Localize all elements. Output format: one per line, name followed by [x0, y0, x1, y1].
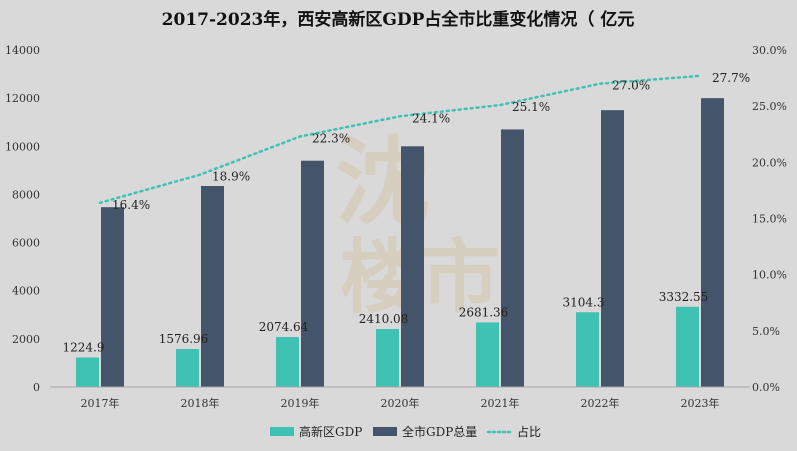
- left-tick-label: 10000: [5, 140, 40, 153]
- x-tick-label: 2017年: [81, 396, 120, 410]
- bar-gaoxin-gdp: [376, 328, 399, 387]
- left-tick-label: 0: [33, 381, 40, 394]
- x-tick-label: 2022年: [581, 396, 620, 410]
- bar-gaoxin-gdp: [176, 349, 199, 387]
- left-tick-label: 12000: [5, 92, 40, 105]
- x-tick-label: 2021年: [481, 396, 520, 410]
- bar-gaoxin-gdp: [76, 357, 99, 387]
- legend-label-ratio: 占比: [517, 424, 541, 439]
- legend: 高新区GDP 全市GDP总量 占比: [270, 424, 541, 439]
- ratio-data-label: 25.1%: [512, 100, 550, 114]
- right-tick-label: 30.0%: [752, 44, 787, 57]
- ratio-data-label: 16.4%: [112, 198, 150, 212]
- right-y-axis: 0.0% 5.0% 10.0% 15.0% 20.0% 25.0% 30.0%: [752, 44, 787, 394]
- x-tick-label: 2018年: [181, 396, 220, 410]
- x-tick-label: 2019年: [281, 396, 320, 410]
- bar-data-label: 3104.3: [563, 295, 605, 309]
- bar-gaoxin-gdp: [576, 312, 599, 387]
- left-tick-label: 14000: [5, 44, 40, 57]
- legend-swatch-gaoxin: [270, 427, 294, 436]
- bar-city-gdp: [101, 207, 124, 387]
- legend-swatch-city: [373, 427, 397, 436]
- legend-label-city: 全市GDP总量: [402, 424, 477, 439]
- bar-gaoxin-gdp: [476, 322, 499, 387]
- bars: 1224.9 1576.96 2074.64 2410.08 2681.36 3104.3…: [63, 98, 724, 388]
- ratio-data-label: 22.3%: [312, 131, 350, 145]
- bar-city-gdp: [601, 110, 624, 387]
- bar-data-label: 3332.55: [659, 290, 709, 304]
- right-tick-label: 0.0%: [752, 381, 780, 394]
- ratio-line-path: [98, 74, 702, 205]
- x-tick-label: 2023年: [681, 396, 720, 410]
- left-y-axis: 0 2000 4000 6000 8000 10000 12000 14000: [5, 44, 40, 394]
- ratio-line: 16.4% 18.9% 22.3% 24.1% 25.1% 27.0% 27.7%: [98, 71, 750, 212]
- bar-data-label: 2410.08: [359, 312, 409, 326]
- bar-data-label: 1576.96: [159, 332, 209, 346]
- right-tick-label: 5.0%: [752, 325, 780, 338]
- right-tick-label: 25.0%: [752, 100, 787, 113]
- ratio-data-label: 27.7%: [712, 71, 750, 85]
- left-tick-label: 8000: [12, 188, 40, 201]
- bar-data-label: 1224.9: [63, 341, 105, 355]
- bar-city-gdp: [201, 186, 224, 387]
- bar-data-label: 2074.64: [259, 320, 309, 334]
- bar-gaoxin-gdp: [276, 337, 299, 387]
- x-axis: 2017年 2018年 2019年 2020年 2021年 2022年 2023年: [50, 386, 750, 410]
- bar-city-gdp: [701, 98, 724, 388]
- left-tick-label: 2000: [12, 333, 40, 346]
- bar-city-gdp: [401, 146, 424, 387]
- bar-gaoxin-gdp: [676, 306, 699, 387]
- ratio-data-label: 27.0%: [612, 79, 650, 93]
- right-tick-label: 20.0%: [752, 156, 787, 169]
- right-tick-label: 10.0%: [752, 269, 787, 282]
- left-tick-label: 6000: [12, 237, 40, 250]
- left-tick-label: 4000: [12, 285, 40, 298]
- bar-data-label: 2681.36: [459, 305, 509, 319]
- bar-city-gdp: [301, 160, 324, 387]
- ratio-data-label: 18.9%: [212, 170, 250, 184]
- legend-label-gaoxin: 高新区GDP: [299, 424, 362, 439]
- ratio-data-label: 24.1%: [412, 111, 450, 125]
- bar-city-gdp: [501, 129, 524, 387]
- chart-title: 2017-2023年，西安高新区GDP占全市比重变化情况（ 亿元: [162, 9, 635, 30]
- right-tick-label: 15.0%: [752, 213, 787, 226]
- x-tick-label: 2020年: [381, 396, 420, 410]
